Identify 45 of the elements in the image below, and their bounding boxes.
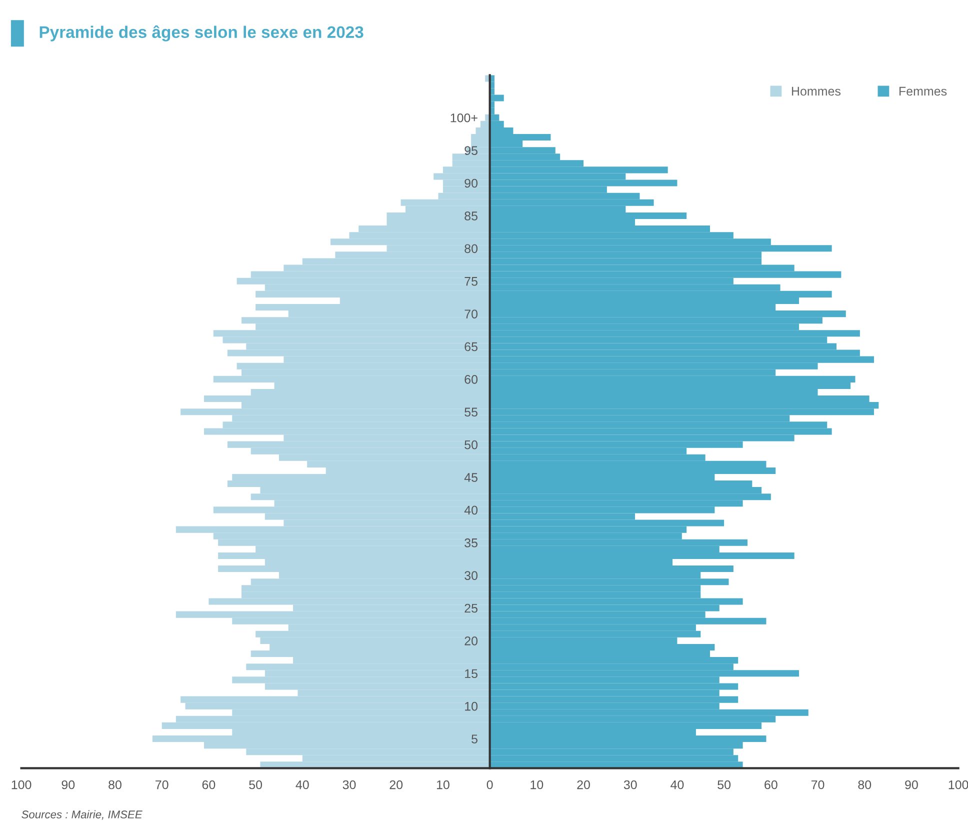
y-tick-label: 40 (464, 506, 478, 515)
x-tick-label: 90 (905, 780, 918, 790)
y-tick-label: 45 (464, 473, 478, 482)
y-tick-label: 55 (464, 408, 478, 417)
y-tick-label: 70 (464, 310, 478, 318)
y-tick-label: 20 (464, 636, 478, 646)
x-tick-label: 70 (156, 780, 168, 790)
x-tick-label: 50 (249, 780, 262, 790)
x-tick-label: 60 (764, 780, 778, 790)
x-tick-label: 20 (577, 780, 590, 790)
source-note: Sources : Mairie, IMSEE (22, 810, 142, 820)
y-tick-label: 35 (464, 538, 478, 548)
x-tick-label: 90 (62, 780, 75, 790)
y-tick-label: 50 (464, 440, 478, 450)
y-tick-label: 10 (465, 702, 478, 711)
y-tick-label: 15 (465, 669, 478, 678)
x-tick-label: 100 (948, 780, 968, 790)
x-tick-label: 10 (530, 780, 544, 790)
x-tick-label: 100 (12, 780, 32, 790)
legend-label: Femmes (899, 86, 947, 96)
y-tick-label: 25 (464, 604, 478, 613)
x-tick-label: 40 (296, 780, 309, 790)
y-tick-label: 75 (464, 277, 478, 286)
x-tick-label: 60 (202, 780, 216, 790)
x-tick-label: 70 (811, 780, 824, 790)
chart-title: Pyramide des âges selon le sexe en 2023 (40, 25, 364, 42)
x-tick-label: 30 (624, 780, 637, 790)
x-tick-label: 50 (718, 780, 731, 790)
x-tick-label: 80 (108, 780, 122, 790)
y-tick-label: 95 (464, 146, 478, 155)
x-tick-label: 40 (670, 780, 684, 790)
y-tick-label: 100+ (450, 113, 478, 122)
x-tick-label: 10 (436, 780, 450, 790)
legend-label: Hommes (792, 86, 841, 96)
y-tick-label: 85 (464, 212, 478, 220)
x-tick-label: 20 (390, 780, 403, 790)
y-tick-label: 65 (464, 342, 478, 352)
y-tick-label: 5 (472, 734, 478, 744)
x-tick-label: 30 (342, 780, 356, 790)
y-tick-label: 60 (464, 374, 478, 384)
x-tick-label: 0 (486, 780, 493, 790)
x-tick-label: 80 (858, 780, 872, 790)
y-tick-label: 30 (464, 571, 478, 580)
y-tick-label: 80 (464, 244, 478, 254)
y-tick-label: 90 (464, 178, 478, 188)
